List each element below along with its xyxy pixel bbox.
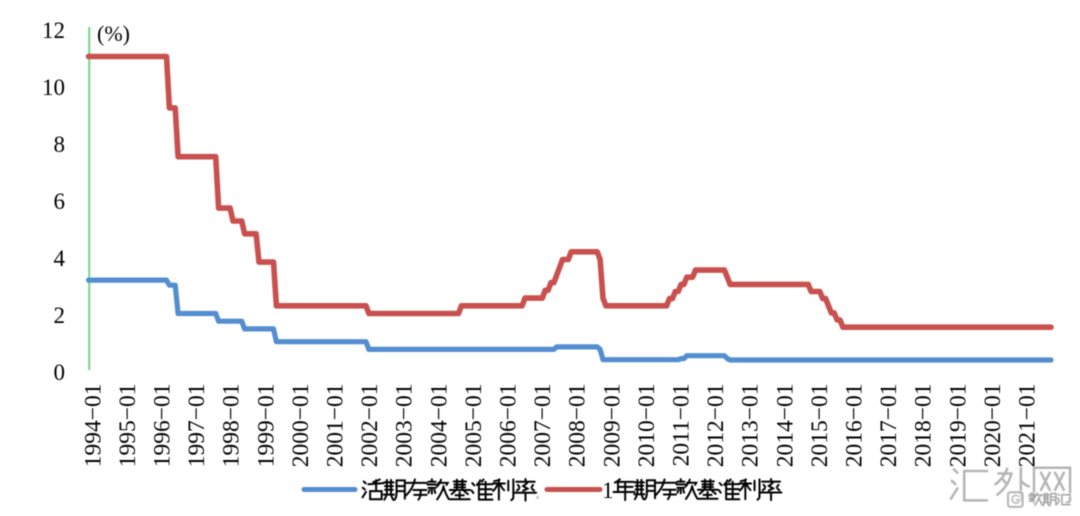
svg-text:2010−01: 2010−01 bbox=[634, 384, 660, 468]
svg-text:2014−01: 2014−01 bbox=[772, 384, 798, 468]
svg-text:(%): (%) bbox=[97, 21, 130, 46]
svg-text:2011−01: 2011−01 bbox=[669, 384, 695, 467]
svg-text:1998−01: 1998−01 bbox=[219, 384, 245, 468]
svg-text:1: 1 bbox=[602, 478, 614, 503]
svg-text:2005−01: 2005−01 bbox=[461, 384, 487, 468]
svg-text:1994−01: 1994−01 bbox=[80, 384, 106, 468]
svg-text:2004−01: 2004−01 bbox=[426, 384, 452, 468]
svg-text:2020−01: 2020−01 bbox=[980, 384, 1006, 468]
svg-text:2007−01: 2007−01 bbox=[530, 384, 556, 468]
svg-text:2000−01: 2000−01 bbox=[288, 384, 314, 468]
svg-text:2012−01: 2012−01 bbox=[703, 384, 729, 468]
svg-text:2016−01: 2016−01 bbox=[842, 384, 868, 468]
svg-text:0: 0 bbox=[54, 360, 66, 385]
svg-text:2019−01: 2019−01 bbox=[945, 384, 971, 468]
svg-text:8: 8 bbox=[54, 132, 66, 157]
svg-text:2: 2 bbox=[54, 303, 66, 328]
svg-text:2018−01: 2018−01 bbox=[911, 384, 937, 468]
svg-text:6: 6 bbox=[54, 189, 66, 214]
svg-text:1996−01: 1996−01 bbox=[150, 384, 176, 468]
svg-text:1997−01: 1997−01 bbox=[184, 384, 210, 468]
svg-text:2021−01: 2021−01 bbox=[1015, 384, 1041, 468]
svg-text:2002−01: 2002−01 bbox=[357, 384, 383, 468]
svg-text:2015−01: 2015−01 bbox=[807, 384, 833, 468]
svg-text:12: 12 bbox=[42, 18, 65, 43]
svg-text:4: 4 bbox=[54, 246, 66, 271]
svg-text:2013−01: 2013−01 bbox=[738, 384, 764, 468]
svg-text:2001−01: 2001−01 bbox=[323, 384, 349, 468]
svg-text:2006−01: 2006−01 bbox=[496, 384, 522, 468]
svg-text:2003−01: 2003−01 bbox=[392, 384, 418, 468]
svg-text:2009−01: 2009−01 bbox=[599, 384, 625, 468]
svg-text:10: 10 bbox=[42, 75, 65, 100]
svg-text:1995−01: 1995−01 bbox=[115, 384, 141, 468]
svg-text:2017−01: 2017−01 bbox=[876, 384, 902, 468]
svg-text:1999−01: 1999−01 bbox=[253, 384, 279, 468]
svg-text:2008−01: 2008−01 bbox=[565, 384, 591, 468]
